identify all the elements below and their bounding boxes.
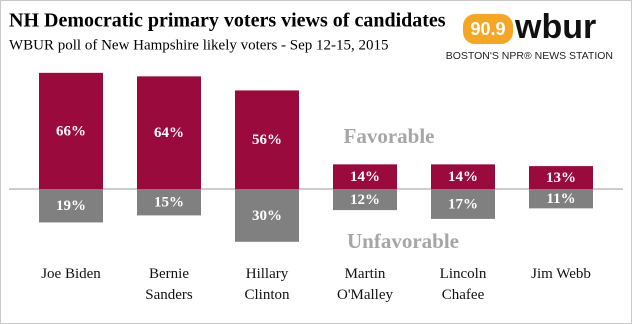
data-label: 56% — [252, 132, 282, 148]
bar — [235, 189, 299, 242]
data-label: 19% — [56, 198, 86, 214]
data-label: 12% — [350, 192, 380, 208]
x-tick-label: Joe Biden — [41, 266, 101, 282]
bar — [39, 189, 103, 223]
bar — [431, 164, 495, 189]
bar — [529, 189, 593, 209]
bar — [333, 189, 397, 211]
data-label: 17% — [448, 196, 478, 212]
x-tick-label: Martin O'Malley — [336, 266, 394, 303]
x-tick-label: Lincoln Chafee — [439, 266, 487, 303]
bar — [529, 166, 593, 189]
x-tick-label: Jim Webb — [531, 266, 591, 282]
data-label: 14% — [350, 169, 380, 185]
chart-subtitle: WBUR poll of New Hampshire likely voters… — [9, 37, 389, 53]
bar — [137, 189, 201, 216]
data-label: 14% — [448, 169, 478, 185]
chart-title: NH Democratic primary voters views of ca… — [9, 10, 446, 32]
bar — [431, 189, 495, 219]
bar — [137, 76, 201, 189]
logo-badge — [463, 14, 513, 44]
x-tick-label: Hillary Clinton — [244, 266, 290, 303]
logo-tagline: BOSTON'S NPR® NEWS STATION — [446, 50, 613, 62]
data-label: 66% — [56, 123, 86, 139]
logo-station: wbur — [514, 8, 596, 46]
data-label: 64% — [154, 125, 184, 141]
data-label: 13% — [546, 170, 576, 186]
x-tick-label: Bernie Sanders — [145, 266, 193, 303]
logo-frequency: 90.9 — [470, 19, 505, 39]
bar — [235, 90, 299, 189]
bar — [39, 72, 103, 189]
series-label: Unfavorable — [347, 229, 459, 253]
bar — [333, 164, 397, 189]
data-label: 15% — [154, 195, 184, 211]
data-label: 30% — [252, 208, 282, 224]
series-label: Favorable — [344, 124, 435, 148]
data-label: 11% — [546, 191, 575, 207]
